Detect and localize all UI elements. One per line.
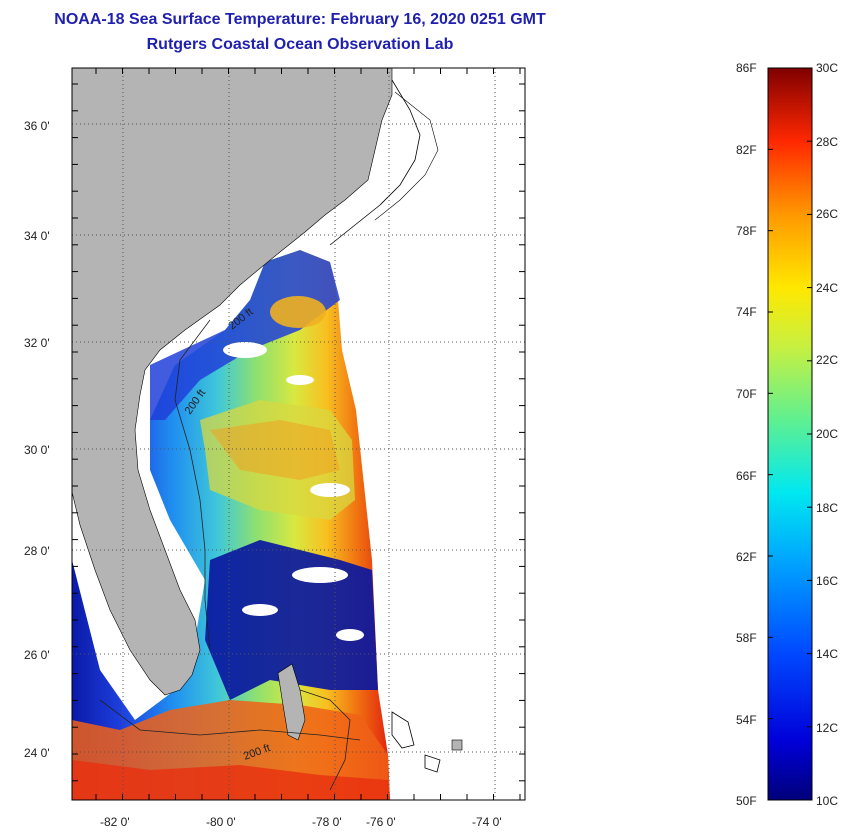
lon-label: -74 0' xyxy=(472,815,502,829)
lat-label: 32 0' xyxy=(24,336,50,350)
lat-label: 36 0' xyxy=(24,119,50,133)
land-mass-bahamas xyxy=(277,663,306,741)
isobath-contour xyxy=(299,689,351,791)
colorbar-f-label: 50F xyxy=(736,794,757,808)
colorbar-celsius-labels: 30C 28C 26C 24C 22C 20C 18C 16C 14C 12C … xyxy=(816,61,838,808)
colorbar-c-label: 28C xyxy=(816,135,838,149)
colorbar-f-label: 62F xyxy=(736,550,757,564)
map-frame xyxy=(71,67,526,801)
isobath-contour xyxy=(329,79,421,246)
map-subtitle: Rutgers Coastal Ocean Observation Lab xyxy=(146,36,454,53)
land-mass-bahamas xyxy=(451,739,463,751)
cloud-patch xyxy=(292,567,348,583)
colorbar-c-label: 26C xyxy=(816,207,838,221)
cloud-patch xyxy=(286,375,314,385)
lon-label: -80 0' xyxy=(206,815,236,829)
land-mass-bahamas xyxy=(424,754,441,773)
colorbar-c-label: 18C xyxy=(816,501,838,515)
isobath-contour xyxy=(174,319,211,651)
lon-label: -76 0' xyxy=(366,815,396,829)
colorbar-f-label: 74F xyxy=(736,305,757,319)
lat-label: 30 0' xyxy=(24,443,50,457)
colorbar-ticks xyxy=(768,67,812,801)
longitude-labels: -82 0' -80 0' -78 0' -76 0' -74 0' xyxy=(100,815,502,829)
map-ticks xyxy=(72,68,525,800)
colorbar-f-label: 70F xyxy=(736,387,757,401)
lat-label: 26 0' xyxy=(24,648,50,662)
cold-water-patch xyxy=(150,250,340,420)
colorbar-c-label: 24C xyxy=(816,281,838,295)
lon-label: -78 0' xyxy=(312,815,342,829)
lon-label: -82 0' xyxy=(100,815,130,829)
land-mass-us xyxy=(72,68,393,696)
colorbar-f-label: 78F xyxy=(736,224,757,238)
colorbar-c-label: 16C xyxy=(816,574,838,588)
colorbar-c-label: 20C xyxy=(816,427,838,441)
colorbar-c-label: 14C xyxy=(816,647,838,661)
lat-label: 34 0' xyxy=(24,229,50,243)
lat-label: 28 0' xyxy=(24,544,50,558)
colorbar-c-label: 10C xyxy=(816,794,838,808)
colorbar-fahrenheit-labels: 86F 82F 78F 74F 70F 66F 62F 58F 54F 50F xyxy=(736,61,757,808)
cloud-patch xyxy=(336,629,364,641)
colorbar-c-label: 30C xyxy=(816,61,838,75)
cloud-patch xyxy=(310,483,350,497)
land-mass-bahamas xyxy=(391,711,415,749)
isobath-contour xyxy=(374,91,439,221)
colorbar-c-label: 22C xyxy=(816,353,838,367)
colorbar-f-label: 82F xyxy=(736,143,757,157)
map-area: 200 ft 200 ft 200 ft xyxy=(72,68,525,800)
cloud-patch xyxy=(223,342,267,358)
isobath-contour xyxy=(99,699,361,741)
gulf-stream-band xyxy=(210,420,340,480)
warm-eddy xyxy=(270,296,326,328)
lat-label: 24 0' xyxy=(24,746,50,760)
colorbar-f-label: 66F xyxy=(736,469,757,483)
colorbar-f-label: 58F xyxy=(736,631,757,645)
colorbar-f-label: 54F xyxy=(736,713,757,727)
colorbar xyxy=(767,67,813,801)
colorbar-f-label: 86F xyxy=(736,61,757,75)
colorbar-c-label: 12C xyxy=(816,721,838,735)
cloud-patch xyxy=(242,604,278,616)
latitude-labels: 36 0' 34 0' 32 0' 30 0' 28 0' 26 0' 24 0… xyxy=(24,119,50,760)
map-title: NOAA-18 Sea Surface Temperature: Februar… xyxy=(54,11,546,28)
warm-water-patch xyxy=(72,760,390,800)
